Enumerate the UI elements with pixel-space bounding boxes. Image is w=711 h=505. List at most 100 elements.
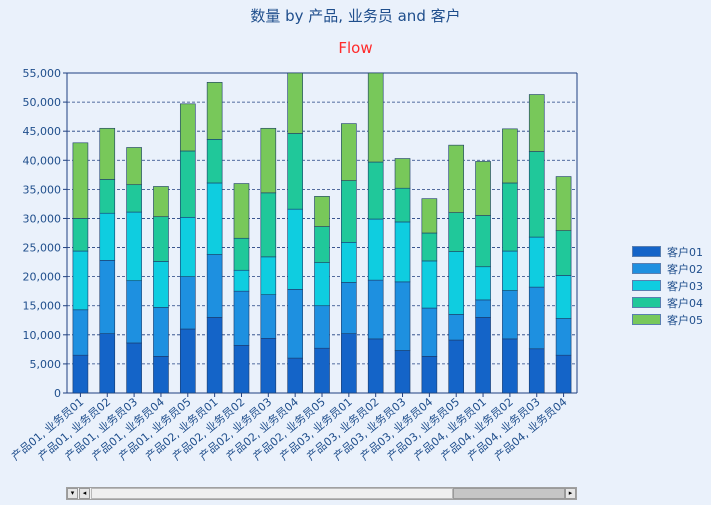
scrollbar-track[interactable]: [91, 488, 453, 499]
bar-segment: [555, 176, 572, 231]
bar-segment: [99, 333, 116, 394]
y-tick-label: 30,000: [23, 212, 62, 225]
bar-segment: [528, 348, 545, 394]
bar-segment: [555, 230, 572, 276]
bar-segment: [394, 158, 411, 189]
bar-segment: [421, 307, 438, 357]
legend-item: 客户03: [632, 277, 703, 294]
legend-swatch: [632, 263, 661, 274]
legend-label: 客户05: [667, 313, 703, 327]
bar-segment: [502, 290, 518, 340]
y-tick-label: 45,000: [23, 125, 62, 138]
bar-segment: [260, 192, 277, 258]
bar-segment: [153, 356, 169, 394]
bar-segment: [448, 212, 465, 252]
bar-segment: [72, 218, 89, 252]
bar-segment: [179, 216, 196, 277]
bar-segment: [260, 256, 277, 295]
bar-segment: [528, 151, 545, 238]
legend-label: 客户02: [667, 262, 703, 276]
bar-segment: [287, 133, 303, 210]
bar-segment: [99, 179, 116, 214]
bar-segment: [206, 139, 223, 184]
bar-segment: [206, 254, 223, 318]
bar-segment: [287, 357, 303, 394]
bar-segment: [153, 186, 169, 218]
bar-segment: [153, 261, 169, 308]
legend-swatch: [632, 314, 661, 325]
y-tick-label: 40,000: [23, 154, 62, 167]
bar-segment: [341, 333, 357, 394]
bar-segment: [555, 275, 572, 319]
bar-segment: [314, 347, 330, 394]
bar-segment: [72, 250, 89, 311]
bar-segment: [260, 294, 277, 339]
bar-segment: [448, 251, 465, 315]
bar-segment: [179, 150, 196, 218]
bar-segment: [153, 216, 169, 262]
y-tick-label: 50,000: [23, 96, 62, 109]
y-tick-label: 10,000: [23, 329, 62, 342]
bar-segment: [502, 182, 518, 252]
bar-segment: [528, 286, 545, 350]
bar-segment: [314, 262, 330, 307]
bar-segment: [260, 338, 277, 394]
legend-swatch: [632, 280, 661, 291]
bar-segment: [421, 198, 438, 234]
legend-item: 客户05: [632, 311, 703, 328]
bar-segment: [341, 123, 357, 181]
bar-segment: [475, 266, 491, 301]
bar-segment: [72, 142, 89, 219]
bar-segment: [126, 211, 142, 282]
y-tick-label: 15,000: [23, 300, 62, 313]
bar-segment: [475, 317, 491, 394]
bar-segment: [206, 182, 223, 255]
bar-segment: [126, 280, 142, 344]
bar-segment: [475, 299, 491, 318]
y-tick-label: 5,000: [30, 358, 62, 371]
bar-segment: [233, 290, 250, 346]
bar-segment: [502, 250, 518, 291]
bar-segment: [367, 279, 384, 340]
bar-segment: [179, 103, 196, 152]
scrollbar-thumb[interactable]: [453, 488, 565, 499]
bar-segment: [287, 289, 303, 359]
bar-segment: [367, 72, 384, 163]
bar-segment: [421, 356, 438, 394]
bar-segment: [72, 309, 89, 356]
scroll-menu-icon[interactable]: ▾: [67, 488, 78, 499]
bar-segment: [314, 196, 330, 227]
bar-segment: [555, 318, 572, 356]
bar-segment: [394, 187, 411, 223]
scroll-right-arrow-icon[interactable]: ▸: [565, 488, 576, 499]
bar-segment: [126, 342, 142, 394]
bar-segment: [475, 161, 491, 216]
bar-segment: [394, 281, 411, 351]
bar-segment: [421, 260, 438, 309]
scroll-left-arrow-icon[interactable]: ◂: [79, 488, 90, 499]
y-tick-label: 25,000: [23, 242, 62, 255]
bar-segment: [126, 184, 142, 213]
bar-segment: [99, 127, 116, 180]
bar-segment: [528, 236, 545, 288]
bar-segment: [179, 328, 196, 394]
bar-segment: [179, 276, 196, 330]
y-tick-label: 55,000: [23, 67, 62, 80]
legend-item: 客户04: [632, 294, 703, 311]
bar-segment: [555, 354, 572, 394]
legend-item: 客户02: [632, 260, 703, 277]
bar-segment: [260, 127, 277, 194]
y-tick-label: 0: [54, 387, 61, 400]
bar-segment: [314, 226, 330, 263]
bar-segment: [341, 242, 357, 283]
horizontal-scrollbar[interactable]: ▾ ◂ ▸: [66, 487, 577, 500]
bar-segment: [367, 218, 384, 281]
legend-label: 客户03: [667, 279, 703, 293]
bar-segment: [233, 183, 250, 239]
bar-segment: [367, 338, 384, 394]
legend-label: 客户04: [667, 296, 703, 310]
bar-segment: [502, 338, 518, 394]
bar-segment: [421, 232, 438, 262]
bar-segment: [126, 147, 142, 186]
